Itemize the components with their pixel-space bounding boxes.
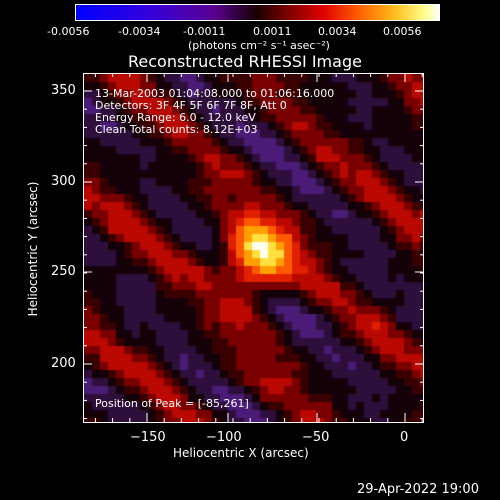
y-tick-label: 350 xyxy=(51,83,76,98)
info-time: 13-Mar-2003 01:04:08.000 to 01:06:16.000 xyxy=(95,87,335,100)
colorbar-tick-label: -0.0011 xyxy=(183,25,226,38)
colorbar-tick-label: 0.0011 xyxy=(253,25,292,38)
x-tick-label: 0 xyxy=(400,430,409,445)
footer-date: 29-Apr-2022 19:00 xyxy=(357,482,479,497)
colorbar-tick-label: 0.0034 xyxy=(318,25,357,38)
info-detectors: Detectors: 3F 4F 5F 6F 7F 8F, Att 0 xyxy=(95,99,287,112)
peak-position: Position of Peak = [-85,261] xyxy=(95,397,249,410)
x-tick-label: −50 xyxy=(302,430,330,445)
x-tick-label: −150 xyxy=(130,430,166,445)
x-axis-label: Heliocentric X (arcsec) xyxy=(173,446,309,460)
y-tick-label: 200 xyxy=(51,356,76,371)
y-tick-label: 300 xyxy=(51,174,76,189)
colorbar-tick-label: -0.0056 xyxy=(47,25,90,38)
info-energy: Energy Range: 6.0 - 12.0 keV xyxy=(95,111,256,124)
rhessi-image xyxy=(84,74,423,422)
colorbar xyxy=(75,4,440,21)
plot-title: Reconstructed RHESSI Image xyxy=(128,52,362,71)
x-tick-label: −100 xyxy=(206,430,242,445)
info-clean: Clean Total counts: 8.12E+03 xyxy=(95,123,258,136)
colorbar-tick-label: 0.0056 xyxy=(383,25,422,38)
y-tick-label: 250 xyxy=(51,264,76,279)
colorbar-tick-label: -0.0034 xyxy=(118,25,161,38)
plot-area: 13-Mar-2003 01:04:08.000 to 01:06:16.000… xyxy=(83,73,424,423)
colorbar-unit-label: (photons cm⁻² s⁻¹ asec⁻²) xyxy=(188,39,330,52)
y-axis-label: Heliocentric Y (arcsec) xyxy=(26,181,40,317)
